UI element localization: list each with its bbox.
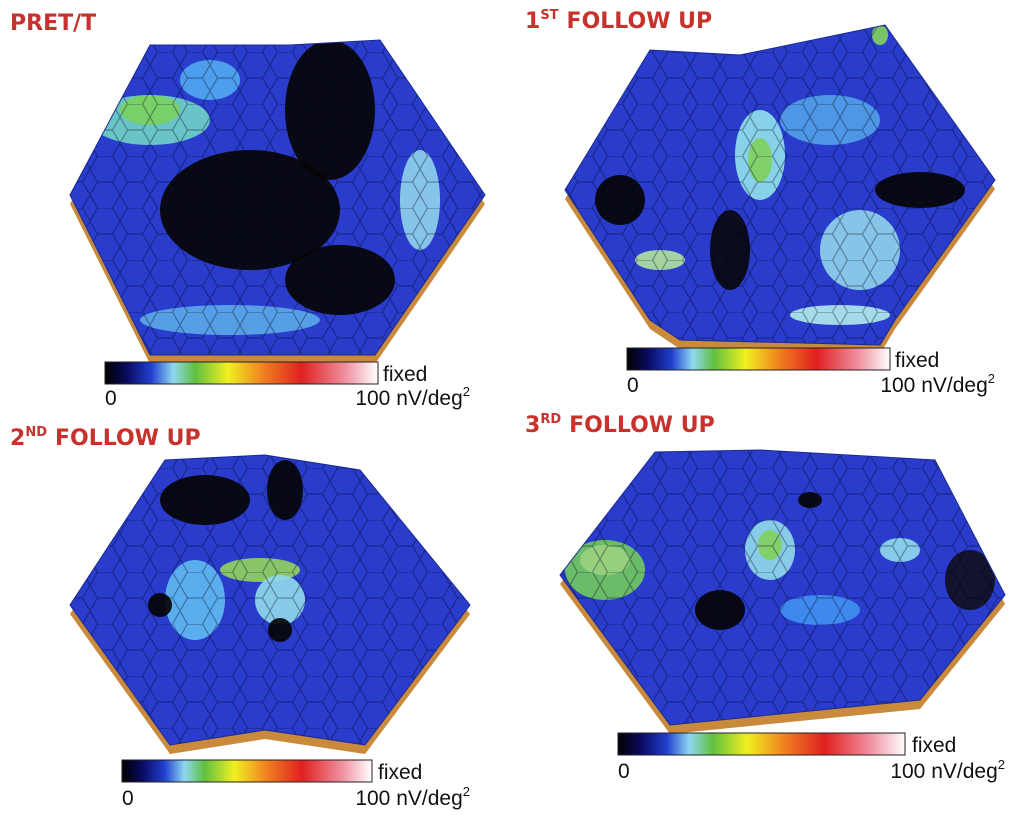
panel-title: 1ST FOLLOW UP <box>525 8 712 34</box>
colorbar-label: fixed <box>378 761 422 784</box>
colorbar <box>626 347 891 371</box>
colorbar-max: 100 nV/deg2 <box>890 757 1005 783</box>
map-outline <box>69 454 471 746</box>
colorbar-min: 0 <box>618 760 630 783</box>
text-part: PRET/T <box>10 11 96 36</box>
colorbar-label: fixed <box>895 349 939 372</box>
map-outline <box>559 449 1006 726</box>
text-part: 100 nV/deg <box>880 374 987 397</box>
colorbar-label: fixed <box>912 734 956 757</box>
panel-title: 3RD FOLLOW UP <box>525 412 715 438</box>
colorbar-max: 100 nV/deg2 <box>355 384 470 410</box>
superscript: RD <box>540 412 561 427</box>
colorbar <box>121 759 373 783</box>
colorbar-label: fixed <box>383 363 427 386</box>
panel-title: PRET/T <box>10 11 96 36</box>
text-part: 2 <box>10 426 25 451</box>
colorbar-max: 100 nV/deg2 <box>880 371 995 397</box>
superscript: ST <box>540 8 558 23</box>
text-part: 100 nV/deg <box>355 387 462 410</box>
text-part: 100 nV/deg <box>890 760 997 783</box>
map-outline <box>69 39 486 356</box>
superscript: 2 <box>463 784 470 799</box>
superscript: 2 <box>988 371 995 386</box>
colorbar-min: 0 <box>627 374 639 397</box>
colorbar-min: 0 <box>105 387 117 410</box>
text-part: FOLLOW UP <box>55 426 201 451</box>
text-part: FOLLOW UP <box>569 413 715 438</box>
text-part: 100 nV/deg <box>355 787 462 810</box>
colorbar-min: 0 <box>122 787 134 810</box>
colorbar <box>104 361 379 385</box>
superscript: 2 <box>998 757 1005 772</box>
text-part: FOLLOW UP <box>567 9 713 34</box>
text-part: 3 <box>525 413 540 438</box>
panel-title: 2ND FOLLOW UP <box>10 425 201 451</box>
colorbar-max: 100 nV/deg2 <box>355 784 470 810</box>
colorbar <box>617 732 906 756</box>
superscript: ND <box>25 425 47 440</box>
map-outline <box>564 24 996 346</box>
text-part: 1 <box>525 9 540 34</box>
superscript: 2 <box>463 384 470 399</box>
